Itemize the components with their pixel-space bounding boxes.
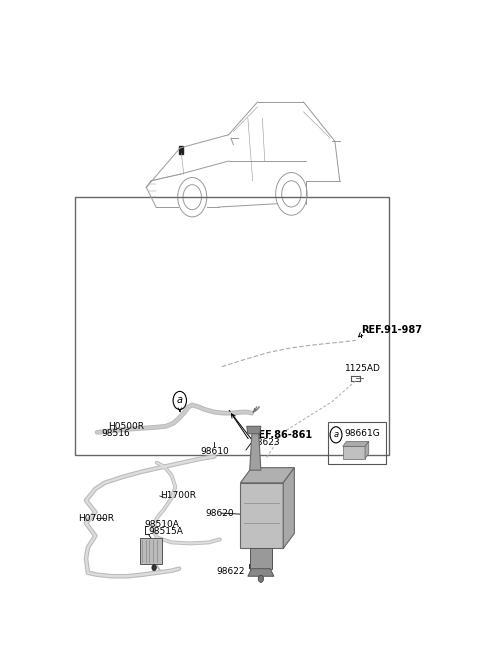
Bar <box>328 422 385 464</box>
Text: 98622: 98622 <box>217 567 245 576</box>
Polygon shape <box>365 441 369 459</box>
Bar <box>179 146 183 154</box>
Circle shape <box>152 565 156 571</box>
Polygon shape <box>343 447 365 459</box>
Polygon shape <box>343 441 369 447</box>
Circle shape <box>258 575 264 583</box>
Text: 98510A: 98510A <box>145 520 180 529</box>
Text: 98515A: 98515A <box>148 527 183 536</box>
Text: 98661G: 98661G <box>345 429 380 438</box>
Text: 98623: 98623 <box>252 438 280 447</box>
Text: 1125AD: 1125AD <box>345 364 381 373</box>
Polygon shape <box>250 548 272 569</box>
Polygon shape <box>240 483 283 548</box>
Text: 98610: 98610 <box>200 447 229 456</box>
Text: a: a <box>334 430 338 440</box>
Text: 98620: 98620 <box>205 508 234 518</box>
Bar <box>140 539 162 564</box>
Text: 98516: 98516 <box>101 429 130 438</box>
Text: REF.91-987: REF.91-987 <box>361 325 422 335</box>
Text: a: a <box>177 396 183 405</box>
Polygon shape <box>250 432 261 470</box>
Text: H0700R: H0700R <box>78 514 114 523</box>
Polygon shape <box>247 426 261 434</box>
Bar <box>75 197 389 455</box>
Polygon shape <box>283 468 294 548</box>
Text: REF.86-861: REF.86-861 <box>252 430 312 440</box>
Polygon shape <box>240 468 294 483</box>
Text: H0500R: H0500R <box>108 422 144 431</box>
Polygon shape <box>248 569 274 576</box>
Text: H1700R: H1700R <box>160 491 196 501</box>
